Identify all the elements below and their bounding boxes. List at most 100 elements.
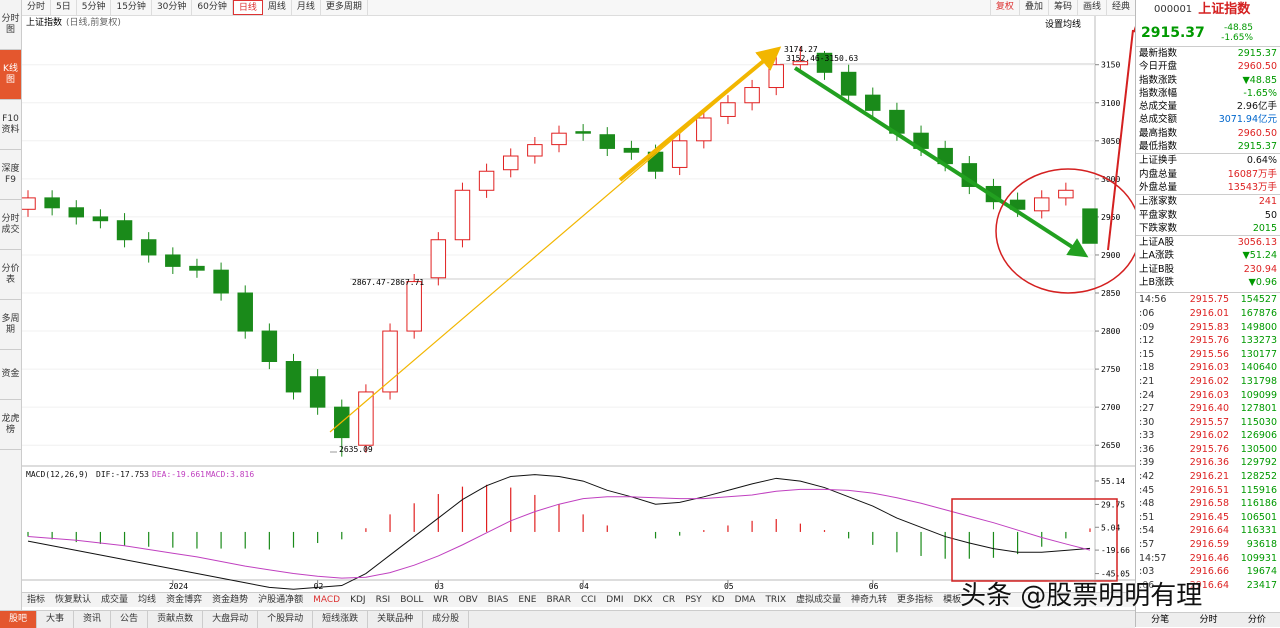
quote-value: -1.65% — [1243, 87, 1277, 99]
side-tab[interactable]: 深度F9 — [0, 150, 21, 200]
trend-arrow — [793, 66, 1089, 258]
indicator-tab[interactable]: ENE — [518, 595, 537, 605]
nav-tab[interactable]: 短线涨跌 — [313, 611, 369, 628]
tick-row: :06 2916.01 167876 — [1136, 307, 1280, 321]
quote-label: 下跌家数 — [1139, 222, 1178, 234]
indicator-tabs: 指标 恢复默认 成交量 均线 资金博弈 资金趋势 沪股通净额 MACD KDJ RSI BOLL WR… — [22, 592, 1135, 607]
tick-row: :36 2915.76 130500 — [1136, 443, 1280, 457]
tick-volume: 127801 — [1240, 403, 1277, 415]
tick-price: 2916.03 — [1189, 362, 1229, 374]
tick-time: :06 — [1139, 307, 1155, 319]
side-tab[interactable]: 分时图 — [0, 0, 21, 50]
indicator-tab[interactable]: 恢复默认 — [55, 595, 92, 605]
nav-tab[interactable]: 贡献点数 — [148, 611, 204, 628]
tool-button[interactable]: 复权 — [989, 0, 1019, 15]
macd-label: MACD:3.816 — [206, 470, 254, 479]
candle-body — [285, 361, 302, 393]
nav-tab[interactable]: 大事 — [37, 611, 75, 628]
nav-tab[interactable]: 公告 — [111, 611, 149, 628]
indicator-tab[interactable]: KDJ — [350, 595, 366, 605]
indicator-tab[interactable]: CR — [662, 595, 676, 605]
x-tick-label: 02 — [314, 582, 324, 591]
indicator-tab[interactable]: KD — [711, 595, 725, 605]
side-tab[interactable]: 资金 — [0, 350, 21, 400]
nav-tab[interactable]: 成分股 — [423, 611, 470, 628]
indicator-tab[interactable]: 指标 — [27, 595, 46, 605]
candle-body — [382, 330, 398, 393]
ma-setting[interactable]: 设置均线 — [1045, 18, 1081, 30]
indicator-tab[interactable]: 资金博弈 — [166, 595, 203, 605]
indicator-tab[interactable]: PSY — [685, 595, 702, 605]
quote-row: 平盘家数 50 — [1136, 209, 1280, 222]
indicator-tab[interactable]: 成交量 — [101, 595, 129, 605]
indicator-tab[interactable]: BOLL — [400, 595, 424, 605]
side-tab[interactable]: F10资料 — [0, 100, 21, 150]
tick-tab[interactable]: 分笔 — [1151, 615, 1170, 625]
side-tab[interactable]: 分价表 — [0, 250, 21, 300]
period-tab[interactable]: 15分钟 — [111, 0, 152, 15]
tick-price: 2915.76 — [1189, 335, 1229, 347]
tick-price: 2916.64 — [1189, 525, 1229, 537]
indicator-tab[interactable]: 虚拟成交量 — [796, 595, 842, 605]
macd-label: DEA:-19.661 — [152, 470, 205, 479]
indicator-tab[interactable]: DMA — [734, 595, 756, 605]
quote-value: 16087万手 — [1227, 168, 1277, 180]
side-tab[interactable]: 分时成交 — [0, 200, 21, 250]
period-tab[interactable]: 60分钟 — [192, 0, 233, 15]
tick-volume: 93618 — [1246, 539, 1277, 551]
indicator-tab[interactable]: CCI — [580, 595, 597, 605]
indicator-tab[interactable]: OBV — [458, 595, 478, 605]
indicator-tab[interactable]: 模板 — [943, 595, 962, 605]
indicator-tab[interactable]: 更多指标 — [897, 595, 934, 605]
indicator-tab[interactable]: 神奇九转 — [851, 595, 888, 605]
period-tab[interactable]: 月线 — [292, 0, 321, 15]
nav-tab[interactable]: 资讯 — [74, 611, 112, 628]
tick-time: :33 — [1139, 430, 1155, 442]
change-abs: -48.85 — [1223, 23, 1253, 33]
tick-list: 14:56 2915.75 154527:06 2916.01 167876:09 291… — [1136, 292, 1280, 592]
quote-value: 3056.13 — [1237, 237, 1277, 249]
indicator-tab[interactable]: BRAR — [546, 595, 571, 605]
period-tab[interactable]: 周线 — [263, 0, 292, 15]
tool-button[interactable]: 叠加 — [1018, 0, 1048, 15]
tick-volume: 167876 — [1240, 307, 1277, 319]
indicator-tab[interactable]: RSI — [375, 595, 391, 605]
period-tab[interactable]: 分时 — [22, 0, 52, 15]
period-tab[interactable]: 30分钟 — [152, 0, 193, 15]
period-tab[interactable]: 5分钟 — [77, 0, 112, 15]
indicator-tab[interactable]: MACD — [313, 595, 341, 605]
nav-tab[interactable]: 个股异动 — [258, 611, 314, 628]
period-tab[interactable]: 更多周期 — [321, 0, 368, 15]
annotation: 3174.27 — [784, 45, 818, 54]
chart: 上证指数 (日线,前复权) 设置均线 2650 2700 2750 2800 2850 2… — [22, 16, 1135, 592]
indicator-tab[interactable]: BIAS — [487, 595, 509, 605]
candle-body — [92, 216, 109, 222]
tool-button[interactable]: 筹码 — [1047, 0, 1077, 15]
y-tick-label: 2700 — [1101, 403, 1120, 412]
indicator-tab[interactable]: DKX — [633, 595, 653, 605]
indicator-tab[interactable]: 资金趋势 — [212, 595, 249, 605]
indicator-tab[interactable]: WR — [433, 595, 449, 605]
nav-tab[interactable]: 大盘异动 — [203, 611, 259, 628]
side-tab[interactable]: 多周期 — [0, 300, 21, 350]
quote-value: 2015 — [1252, 222, 1277, 234]
period-tab[interactable]: 5日 — [51, 0, 77, 15]
tick-row: :27 2916.40 127801 — [1136, 402, 1280, 416]
indicator-tab[interactable]: 均线 — [138, 595, 157, 605]
tick-tab[interactable]: 分时 — [1199, 615, 1218, 625]
tool-button[interactable]: 经典 — [1105, 0, 1135, 15]
indicator-tab[interactable]: DMI — [606, 595, 624, 605]
tick-row: :57 2916.59 93618 — [1136, 538, 1280, 552]
nav-tab[interactable]: 股吧 — [0, 611, 38, 628]
side-tab[interactable]: K线图 — [0, 50, 21, 100]
nav-tab[interactable]: 关联品种 — [368, 611, 424, 628]
tick-price: 2915.76 — [1189, 443, 1229, 455]
indicator-tab[interactable]: TRIX — [765, 595, 787, 605]
quote-label: 最新指数 — [1139, 48, 1178, 59]
tool-button[interactable]: 画线 — [1076, 0, 1106, 15]
period-tab[interactable]: 日线 — [232, 0, 263, 15]
indicator-tab[interactable]: 沪股通净额 — [258, 595, 304, 605]
tick-tab[interactable]: 分价 — [1247, 615, 1266, 625]
side-tab[interactable]: 龙虎榜 — [0, 400, 21, 450]
tick-volume: 116186 — [1240, 498, 1277, 510]
